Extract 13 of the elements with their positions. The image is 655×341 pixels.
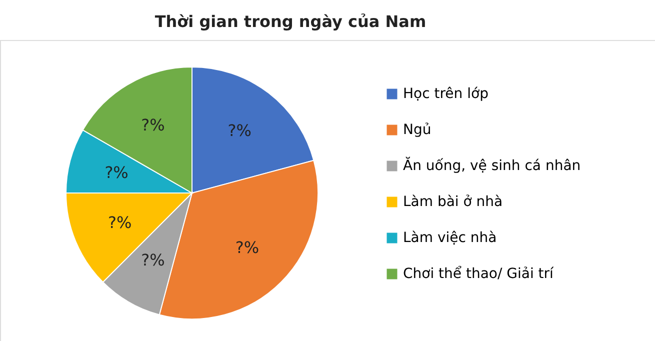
legend-label: Làm bài ở nhà [403, 194, 503, 210]
legend-label: Chơi thể thao/ Giải trí [403, 265, 555, 282]
data-label: ?% [228, 121, 252, 140]
data-label: ?% [108, 212, 132, 232]
legend-label: Ngủ [403, 122, 432, 138]
legend-label: Làm việc nhà [403, 230, 497, 246]
chart-title: Thời gian trong ngày của Nam [154, 12, 426, 31]
data-label: ?% [235, 238, 260, 258]
data-label: ?% [141, 250, 165, 270]
legend-label: Ăn uống, vệ sinh cá nhân [403, 156, 581, 174]
data-label: ?% [141, 115, 165, 134]
legend-label: Học trên lớp [403, 86, 489, 102]
data-label: ?% [104, 162, 128, 182]
